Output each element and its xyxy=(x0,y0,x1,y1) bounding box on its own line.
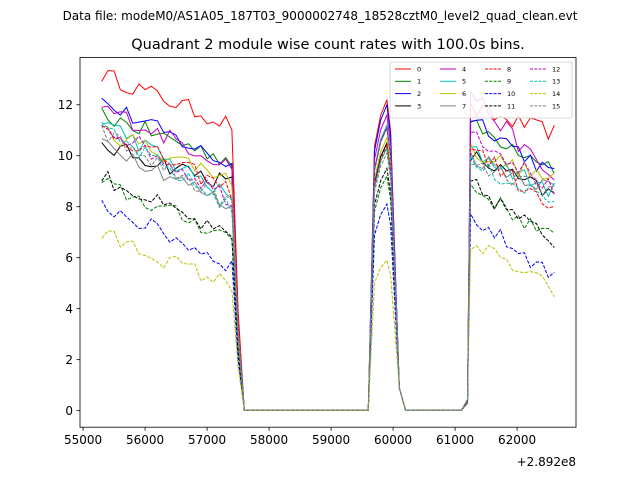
legend-label: 12 xyxy=(552,65,560,73)
legend-frame xyxy=(389,61,573,119)
axes-frame xyxy=(79,57,577,428)
y-tick-label: 12 xyxy=(58,98,73,112)
legend-label: 4 xyxy=(462,65,466,73)
legend-label: 6 xyxy=(462,90,466,98)
legend-label: 14 xyxy=(552,90,560,98)
legend-label: 0 xyxy=(417,65,421,73)
legend-label: 11 xyxy=(507,102,515,110)
y-tick-label: 10 xyxy=(58,149,73,163)
legend-label: 8 xyxy=(507,65,511,73)
series-line-14 xyxy=(101,230,555,411)
y-tick-label: 2 xyxy=(65,353,73,367)
x-tick-label: 55000 xyxy=(64,433,102,447)
x-offset-label: +2.892e8 xyxy=(517,455,576,469)
x-tick-label: 61000 xyxy=(436,433,474,447)
legend-label: 5 xyxy=(462,78,466,86)
x-tick-label: 56000 xyxy=(126,433,164,447)
plot-area xyxy=(101,70,555,411)
legend-label: 1 xyxy=(417,78,421,86)
y-tick-label: 4 xyxy=(65,302,73,316)
x-tick-label: 57000 xyxy=(188,433,226,447)
series-line-15 xyxy=(101,125,555,411)
x-tick-label: 62000 xyxy=(498,433,536,447)
legend-label: 10 xyxy=(507,90,515,98)
x-tick-label: 59000 xyxy=(312,433,350,447)
legend-label: 3 xyxy=(417,102,421,110)
y-tick-label: 6 xyxy=(65,251,73,265)
series-line-11 xyxy=(101,166,555,411)
legend-label: 2 xyxy=(417,90,421,98)
data-file-label: Data file: modeM0/AS1A05_187T03_90000027… xyxy=(63,9,578,23)
chart-title: Quadrant 2 module wise count rates with … xyxy=(131,37,525,53)
x-tick-label: 58000 xyxy=(250,433,288,447)
legend-label: 13 xyxy=(552,78,560,86)
y-tick-label: 8 xyxy=(65,200,73,214)
y-tick-label: 0 xyxy=(65,404,73,418)
legend-label: 9 xyxy=(507,78,511,86)
axes: 55000 56000 57000 58000 59000 60000 61000 62000… xyxy=(58,57,577,447)
legend-label: 15 xyxy=(552,102,560,110)
x-tick-label: 60000 xyxy=(374,433,412,447)
legend-label: 7 xyxy=(462,102,466,110)
